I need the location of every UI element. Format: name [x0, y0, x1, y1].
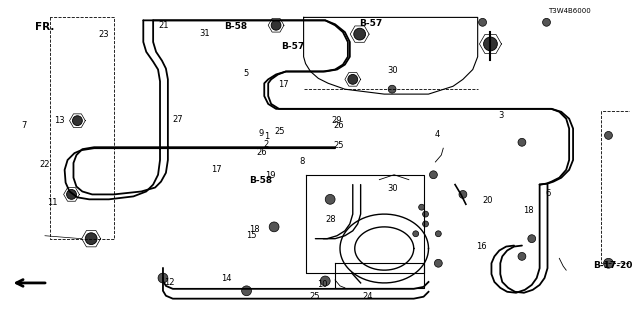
Circle shape	[348, 75, 358, 84]
Text: 26: 26	[257, 148, 268, 156]
Text: 14: 14	[221, 274, 232, 283]
Circle shape	[242, 286, 252, 296]
Text: 25: 25	[309, 292, 319, 301]
Circle shape	[269, 222, 279, 232]
Text: 5: 5	[243, 69, 248, 78]
Text: 25: 25	[275, 127, 285, 136]
Text: B-17-20: B-17-20	[594, 261, 633, 270]
Circle shape	[435, 231, 442, 237]
Text: 10: 10	[317, 280, 327, 289]
Text: 16: 16	[476, 242, 486, 251]
Text: 19: 19	[265, 171, 276, 180]
Circle shape	[435, 259, 442, 267]
Circle shape	[518, 138, 526, 146]
Text: T3W4B6000: T3W4B6000	[548, 7, 591, 13]
Text: 30: 30	[388, 66, 399, 75]
Circle shape	[321, 276, 330, 286]
Circle shape	[354, 28, 365, 40]
Text: 26: 26	[333, 121, 344, 130]
Text: 23: 23	[99, 30, 109, 39]
Text: FR.: FR.	[35, 22, 54, 32]
Text: 3: 3	[498, 111, 503, 120]
Text: 13: 13	[54, 116, 65, 125]
Circle shape	[67, 189, 76, 199]
Circle shape	[459, 190, 467, 198]
Circle shape	[605, 132, 612, 139]
Text: 31: 31	[200, 29, 210, 38]
Circle shape	[413, 231, 419, 237]
Circle shape	[604, 258, 613, 268]
Text: 11: 11	[47, 198, 57, 207]
Text: B-58: B-58	[224, 22, 247, 31]
Circle shape	[429, 171, 437, 179]
Text: 22: 22	[40, 160, 50, 169]
Text: 2: 2	[264, 140, 269, 149]
Text: 28: 28	[326, 215, 336, 224]
Text: B-58: B-58	[250, 176, 273, 185]
Text: 17: 17	[278, 80, 288, 89]
Text: 27: 27	[173, 115, 183, 124]
Text: 7: 7	[21, 121, 26, 130]
Text: 1: 1	[264, 132, 269, 141]
Text: 15: 15	[246, 231, 257, 240]
Circle shape	[419, 204, 424, 210]
Text: 24: 24	[363, 292, 373, 301]
Circle shape	[479, 18, 486, 26]
Circle shape	[388, 85, 396, 93]
Circle shape	[72, 116, 83, 125]
Circle shape	[422, 221, 429, 227]
Circle shape	[325, 195, 335, 204]
Text: 20: 20	[482, 196, 493, 205]
Text: 12: 12	[164, 278, 175, 287]
Circle shape	[158, 273, 168, 283]
Text: 29: 29	[331, 116, 342, 125]
Circle shape	[85, 233, 97, 244]
Circle shape	[271, 20, 281, 30]
Text: B-57: B-57	[281, 42, 304, 51]
Circle shape	[528, 235, 536, 243]
Circle shape	[543, 18, 550, 26]
Text: B-57: B-57	[360, 19, 383, 28]
Circle shape	[484, 37, 497, 51]
Text: 18: 18	[523, 206, 534, 215]
Text: 4: 4	[435, 130, 440, 139]
Circle shape	[422, 211, 429, 217]
Circle shape	[518, 252, 526, 260]
Text: 8: 8	[300, 157, 305, 166]
Text: 25: 25	[333, 141, 344, 150]
Text: 21: 21	[158, 21, 168, 30]
Text: 9: 9	[259, 129, 264, 138]
Text: 17: 17	[212, 165, 222, 174]
Text: 6: 6	[545, 188, 550, 197]
Text: 30: 30	[388, 184, 399, 193]
Text: 18: 18	[250, 225, 260, 234]
